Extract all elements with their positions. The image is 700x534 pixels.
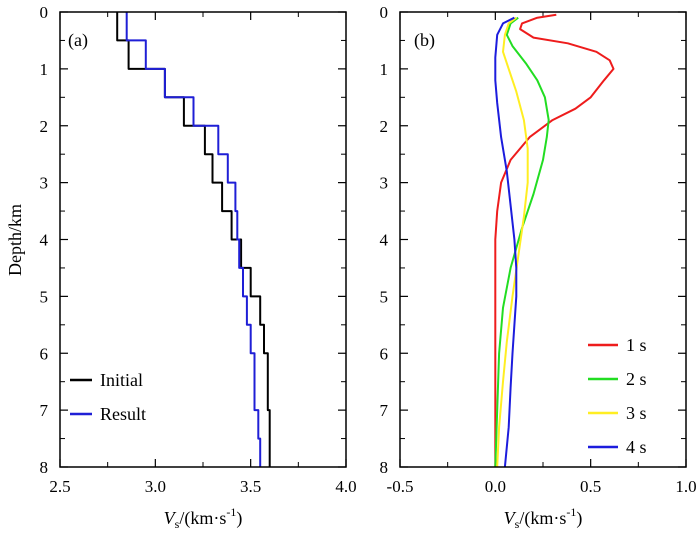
y-tick-label: 0: [380, 3, 389, 22]
x-tick-label: 3.5: [240, 477, 261, 496]
x-axis-title-close: ): [236, 508, 242, 529]
y-tick-label: 0: [40, 3, 49, 22]
panel-b-series: [494, 13, 615, 468]
series-line-2-s: [494, 16, 550, 468]
panel-a-y-axis-title: Depth/km: [5, 204, 25, 276]
x-axis-title-v: V: [504, 508, 517, 528]
panel-a-frame: [59, 11, 347, 468]
x-axis-title-sub: s: [515, 517, 520, 531]
y-tick-label: 5: [40, 287, 49, 306]
series-line-4-s: [494, 16, 518, 468]
x-tick-label: 2.5: [49, 477, 70, 496]
panel-b-ticks: [399, 11, 687, 468]
legend-label: Initial: [100, 370, 143, 390]
series-line-result: [125, 12, 262, 467]
x-axis-title-sup: -1: [226, 505, 236, 519]
panel-b-x-tick-labels: -0.5 0.0 0.5 1.0: [387, 477, 697, 496]
y-tick-label: 4: [40, 231, 49, 250]
panel-a: 2.5 3.0 3.5 4.0 0 1 2 3 4 5 6 7 8 (a) Depth/km Vs/(…: [5, 3, 357, 531]
series-line-1-s: [494, 13, 615, 467]
panel-a-legend: Initial Result: [70, 370, 146, 424]
x-tick-label: 0.5: [580, 477, 601, 496]
series-line-initial: [116, 12, 271, 467]
x-tick-label: 3.0: [145, 477, 166, 496]
x-axis-title-sup: -1: [566, 505, 576, 519]
y-tick-label: 4: [380, 231, 389, 250]
y-tick-label: 2: [380, 117, 389, 136]
x-tick-label: 0.0: [485, 477, 506, 496]
panel-a-y-tick-labels: 0 1 2 3 4 5 6 7 8: [40, 3, 49, 477]
y-tick-label: 1: [40, 60, 49, 79]
legend-label: 3 s: [626, 403, 647, 423]
x-axis-title-sub: s: [175, 517, 180, 531]
panel-b-legend: 1 s 2 s 3 s 4 s: [588, 335, 647, 457]
y-tick-label: 3: [40, 174, 49, 193]
legend-label: 4 s: [626, 437, 647, 457]
x-axis-title-close: ): [576, 508, 582, 529]
panel-b-y-tick-labels: 0 1 2 3 4 5 6 7 8: [380, 3, 389, 477]
legend-label: 1 s: [626, 335, 647, 355]
panel-a-ticks: [59, 11, 347, 468]
y-tick-label: 5: [380, 287, 389, 306]
x-axis-title-v: V: [164, 508, 177, 528]
y-tick-label: 1: [380, 60, 389, 79]
x-tick-label: -0.5: [387, 477, 414, 496]
y-tick-label: 7: [40, 401, 49, 420]
panel-a-x-axis-title: Vs/(km·s-1): [164, 505, 243, 531]
y-tick-label: 2: [40, 117, 49, 136]
panel-b-frame: [399, 11, 687, 468]
x-axis-title-unit: /(km·s: [179, 508, 226, 529]
x-tick-label: 1.0: [675, 477, 696, 496]
panel-b-x-axis-title: Vs/(km·s-1): [504, 505, 583, 531]
y-tick-label: 7: [380, 401, 389, 420]
legend-label: 2 s: [626, 369, 647, 389]
panel-a-label: (a): [68, 30, 88, 51]
y-tick-label: 8: [380, 458, 389, 477]
series-line-3-s: [496, 16, 529, 468]
panel-a-x-tick-labels: 2.5 3.0 3.5 4.0: [49, 477, 356, 496]
panel-b-label: (b): [414, 30, 435, 51]
x-tick-label: 4.0: [335, 477, 356, 496]
y-tick-label: 6: [380, 344, 389, 363]
y-tick-label: 6: [40, 344, 49, 363]
x-axis-title-unit: /(km·s: [519, 508, 566, 529]
y-tick-label: 3: [380, 174, 389, 193]
y-tick-label: 8: [40, 458, 49, 477]
panel-a-series: [116, 12, 271, 467]
legend-label: Result: [100, 404, 146, 424]
